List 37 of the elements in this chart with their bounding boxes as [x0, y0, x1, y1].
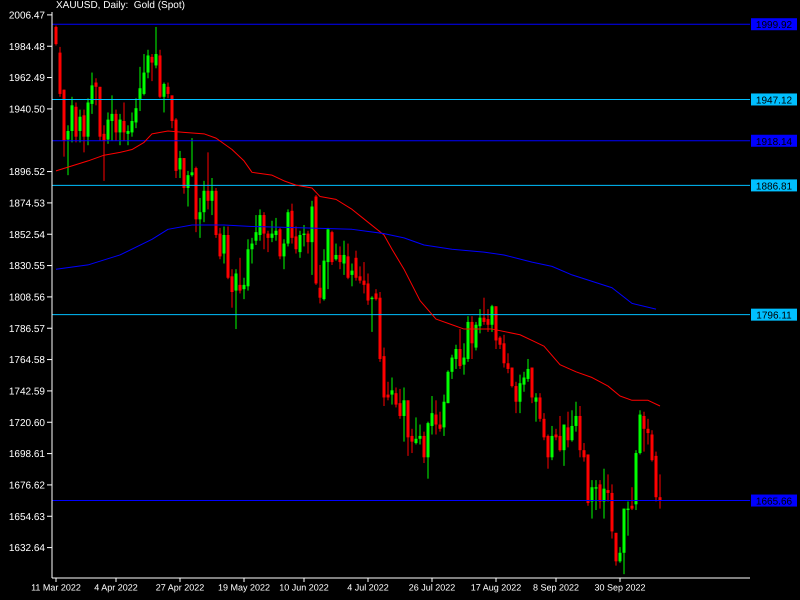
x-tick-label: 26 Jul 2022	[408, 582, 456, 592]
ref-line-label: 1886.81	[756, 181, 793, 192]
y-tick-label: 1830.55	[8, 261, 46, 272]
y-tick-label: 1720.60	[8, 418, 46, 429]
x-tick-label: 19 May 2022	[218, 582, 270, 592]
candlestick	[594, 480, 598, 510]
y-tick-label: 1808.56	[8, 292, 46, 304]
ref-line-label: 1796.11	[756, 310, 792, 322]
y-tick-label: 1632.64	[8, 543, 46, 554]
y-tick-label: 2006.47	[8, 10, 46, 22]
x-tick-label: 8 Sep 2022	[532, 582, 580, 592]
y-tick-label: 1896.52	[8, 167, 46, 178]
y-tick-label: 1698.61	[8, 449, 46, 460]
y-tick-label: 1874.53	[8, 198, 46, 210]
y-tick-label: 1940.50	[8, 104, 46, 116]
y-tick-label: 1676.62	[8, 480, 46, 492]
x-tick-label: 4 Apr 2022	[94, 582, 138, 592]
y-tick-label: 1742.59	[8, 386, 46, 398]
candlestick	[370, 296, 374, 332]
ref-line-label: 1999.92	[756, 20, 793, 32]
x-tick-label: 10 Jun 2022	[279, 582, 329, 592]
x-tick-label: 4 Jul 2022	[347, 582, 389, 592]
y-tick-label: 1786.57	[8, 324, 46, 335]
y-tick-label: 1654.63	[8, 512, 46, 523]
y-tick-label: 1852.54	[8, 230, 46, 241]
chart-title: XAUUSD, Daily: Gold (Spot)	[56, 0, 185, 11]
y-tick-label: 1764.58	[8, 355, 46, 366]
x-tick-label: 11 Mar 2022	[31, 582, 81, 592]
ref-line-label: 1665.66	[756, 496, 793, 508]
ref-line-label: 1947.12	[756, 95, 793, 106]
x-tick-label: 27 Apr 2022	[156, 582, 204, 592]
line-series	[56, 224, 656, 310]
x-tick-label: 30 Sep 2022	[594, 582, 646, 592]
x-tick-label: 17 Aug 2022	[470, 582, 522, 592]
y-tick-label: 1962.49	[8, 73, 46, 84]
ref-line-label: 1918.14	[756, 136, 793, 148]
y-tick-label: 1984.48	[8, 42, 46, 53]
